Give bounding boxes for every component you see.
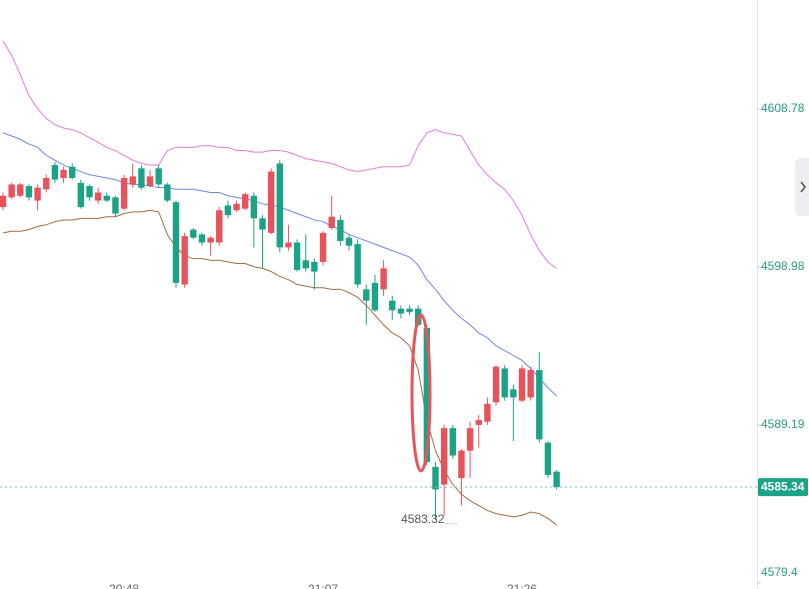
candle-body [423, 328, 431, 463]
candle-body [60, 169, 67, 178]
candle-body [440, 428, 448, 485]
candle-body [302, 260, 309, 269]
band-line [2, 209, 557, 526]
candle-body [242, 194, 249, 209]
candle-body [484, 403, 491, 422]
candle-body [103, 195, 110, 201]
candle-body [458, 450, 465, 479]
highlight-ellipse [410, 313, 432, 473]
candle-body [120, 177, 128, 209]
candle-body [553, 471, 560, 488]
candle-body [527, 370, 534, 398]
candle-body [276, 163, 283, 248]
candle-body [94, 192, 102, 201]
x-tick-label: 20:48 [109, 582, 139, 589]
candle-body [293, 242, 301, 270]
candle-body [207, 237, 214, 243]
candle-body [181, 236, 188, 285]
candle-body [146, 176, 154, 187]
candle-body [43, 177, 50, 190]
candle-body [389, 300, 396, 311]
candle-body [371, 282, 379, 311]
plot-area [0, 40, 560, 526]
side-toggle[interactable] [795, 158, 809, 216]
y-tick-label: 4598.98 [761, 259, 805, 273]
candle-body [449, 428, 456, 456]
candle-body [138, 168, 145, 188]
y-tick-label: 4608.78 [761, 101, 805, 115]
candle-body [544, 442, 552, 475]
candle-body [363, 289, 370, 301]
candle-body [112, 197, 119, 214]
candle-body [397, 308, 405, 314]
x-tick-label: 21:26 [507, 582, 537, 589]
candle-body [518, 368, 526, 401]
candle-body [77, 182, 85, 208]
candle-body [190, 229, 197, 238]
candle-body [311, 261, 318, 272]
band-line [2, 40, 557, 269]
low-price-label: 4583.32 [401, 512, 445, 526]
candle-body [51, 165, 59, 180]
candle-body [198, 234, 206, 243]
candle-body [17, 184, 24, 196]
candle-body [337, 219, 344, 241]
candle-body [0, 195, 7, 208]
candle-body [164, 184, 171, 201]
candle-body [345, 237, 353, 246]
candle-body [34, 187, 41, 201]
candle-body [267, 171, 275, 233]
candle-body [259, 218, 266, 230]
x-tick-label: 21:07 [308, 582, 338, 589]
candle-body [25, 186, 33, 198]
candle-body [380, 268, 387, 290]
candle-body [8, 184, 15, 198]
candle-body [319, 232, 327, 262]
candle-body [406, 308, 413, 312]
candle-body [501, 368, 508, 398]
candle-body [250, 195, 258, 219]
last-price-label: 4585.34 [761, 479, 805, 493]
candle-body [233, 203, 240, 211]
candle-body [432, 466, 439, 490]
toggle-arrow [800, 181, 807, 193]
y-tick-label: 4579.4 [761, 565, 798, 579]
candle-body [354, 244, 361, 285]
candle-body [69, 166, 76, 178]
candle-body [466, 428, 474, 451]
candle-body [172, 202, 180, 283]
candle-body [328, 216, 335, 229]
y-tick-label: 4589.19 [761, 417, 805, 431]
candle-body [224, 205, 232, 216]
candle-body [285, 242, 292, 248]
candle-body [475, 420, 482, 425]
candle-body [129, 176, 136, 185]
candle-body [86, 186, 93, 198]
candle-body [155, 168, 162, 185]
candle-body [536, 370, 543, 440]
candle-body [216, 210, 223, 243]
last-price-tag [758, 478, 808, 497]
toggle-button[interactable] [795, 158, 809, 216]
candle-body [510, 389, 517, 398]
candle-body [492, 366, 500, 403]
